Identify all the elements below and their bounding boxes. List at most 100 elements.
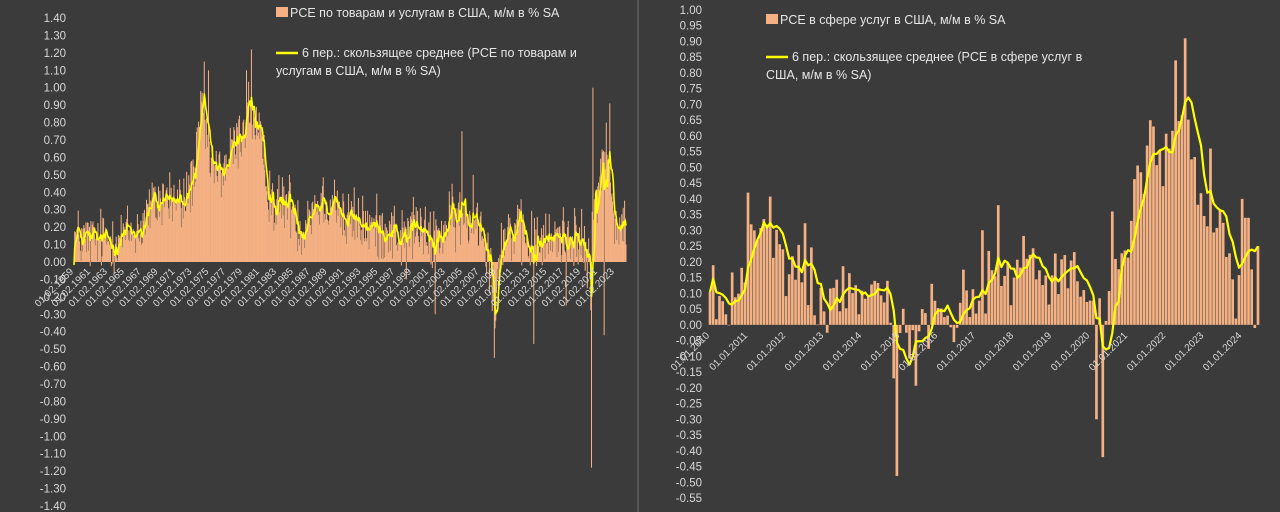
left-bar (297, 200, 299, 262)
left-bar (155, 217, 157, 262)
left-bar (110, 262, 112, 267)
left-bar (542, 234, 544, 262)
right-x-tick-label: 01.01.2013 (783, 330, 826, 373)
left-bar (383, 238, 385, 262)
right-y-tick-label: 0.50 (680, 162, 702, 174)
left-bar (593, 219, 595, 262)
left-bar (600, 190, 602, 262)
left-bar (280, 198, 282, 262)
left-bar (170, 187, 172, 262)
left-bar (538, 252, 540, 262)
left-bar (301, 231, 303, 262)
left-bar (607, 188, 609, 262)
left-bar (619, 217, 621, 262)
left-bar (124, 240, 126, 262)
left-bar (540, 237, 542, 262)
left-bar (517, 204, 519, 262)
left-bar (493, 262, 495, 358)
left-legend-line-label: 6 пер.: скользящее среднее (PCE по товар… (302, 46, 577, 60)
left-bar (395, 245, 397, 262)
left-bar (114, 253, 116, 262)
left-bar (258, 112, 260, 262)
left-bar (353, 230, 355, 262)
right-y-tick-label: 0.35 (680, 210, 702, 222)
left-bar (130, 222, 132, 262)
left-bar (497, 262, 499, 279)
left-bar (476, 207, 478, 262)
left-bar (453, 203, 455, 262)
left-bar (214, 165, 216, 262)
right-bar (908, 324, 911, 359)
left-bar (222, 185, 224, 262)
left-bar (353, 187, 355, 262)
left-bar (384, 223, 386, 262)
left-bar (186, 193, 188, 262)
right-bar (1228, 253, 1231, 325)
left-bar (338, 207, 340, 262)
left-y-tick-label: 1.20 (44, 48, 66, 60)
left-bar (573, 262, 575, 266)
right-bar (924, 313, 927, 325)
left-bar (300, 232, 302, 262)
left-bar (231, 139, 233, 262)
left-bar (515, 236, 517, 262)
right-bar (1202, 216, 1206, 325)
right-bar (876, 282, 880, 325)
right-bar (1009, 305, 1013, 325)
right-bar (1155, 165, 1158, 325)
right-bar (1047, 304, 1051, 325)
left-bar (80, 260, 82, 262)
left-bar (555, 228, 557, 262)
right-bar (743, 282, 747, 325)
right-legend-bar-swatch (766, 14, 778, 24)
right-bar (1072, 252, 1076, 325)
left-bar (511, 238, 513, 262)
left-bar (122, 223, 124, 262)
left-bar (423, 227, 425, 262)
right-bar (974, 313, 978, 325)
left-bar (219, 151, 221, 262)
left-bar (305, 223, 307, 262)
right-bar (1053, 253, 1057, 325)
right-legend: PCE в сфере услуг в США, м/м в % SA 6 пер… (766, 13, 1083, 82)
left-bar (316, 211, 318, 262)
left-bar (291, 206, 293, 262)
left-bar (415, 207, 417, 262)
left-bar (85, 222, 87, 262)
right-bar (1057, 294, 1060, 325)
left-bar (439, 247, 441, 262)
left-bar (436, 229, 438, 262)
left-y-tick-label: 0.20 (44, 222, 66, 234)
right-bar (863, 298, 867, 325)
left-bar (299, 221, 301, 262)
left-bar (254, 135, 256, 262)
left-bar (231, 139, 233, 262)
left-bar (108, 240, 109, 262)
right-bar (781, 249, 785, 325)
left-bar (419, 247, 421, 262)
left-bar (398, 244, 400, 262)
right-x-tick-label: 01.01.2020 (1049, 330, 1092, 373)
left-bar (448, 221, 450, 262)
left-bar (221, 172, 223, 262)
right-bar (794, 279, 797, 325)
left-bar (317, 200, 319, 262)
left-bar (462, 213, 464, 262)
left-bar (242, 122, 244, 262)
left-bar (557, 227, 559, 262)
left-bar (438, 228, 440, 262)
left-bar (183, 178, 185, 262)
left-bar (445, 224, 447, 262)
left-y-tick-label: -0.90 (40, 414, 66, 426)
right-y-tick-label: 0.90 (680, 36, 702, 48)
right-legend-bar-label: PCE в сфере услуг в США, м/м в % SA (780, 13, 1006, 27)
left-bar (303, 231, 305, 262)
left-bar (553, 234, 555, 262)
left-bar (279, 212, 281, 262)
left-bar (342, 193, 344, 262)
right-bar (1167, 148, 1171, 325)
left-y-tick-label: -1.20 (40, 466, 66, 478)
left-bar (606, 154, 608, 262)
left-bar (442, 253, 444, 262)
left-bar (205, 118, 207, 263)
